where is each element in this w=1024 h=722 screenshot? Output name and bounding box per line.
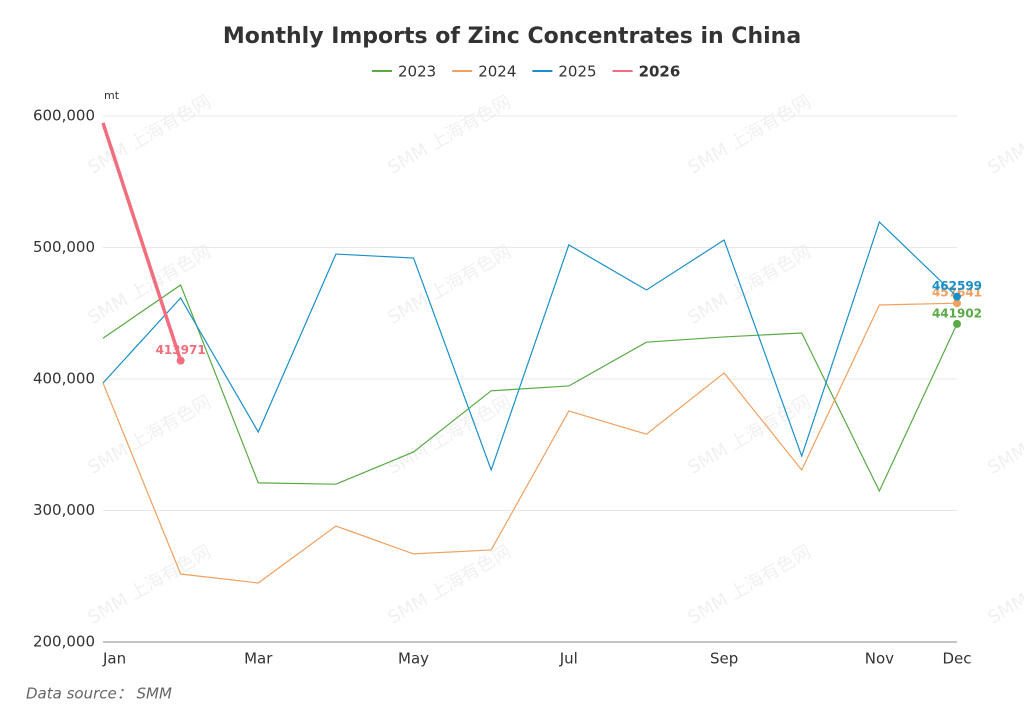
series-line — [102, 284, 958, 493]
end-point — [176, 356, 185, 365]
data-label: 413971 — [156, 343, 206, 357]
series-line — [102, 220, 958, 472]
watermark: SMM 上海有色网 — [685, 241, 815, 328]
y-tick-label: 200,000 — [33, 633, 95, 651]
x-tick-label: Dec — [942, 650, 971, 668]
series-line — [101, 122, 183, 362]
watermark: SMM 上海有色网 — [985, 541, 1024, 628]
y-unit: mt — [104, 89, 120, 102]
source: Data source： SMM — [26, 685, 172, 703]
watermark: SMM 上海有色网 — [85, 391, 215, 478]
x-tick-label: Jul — [559, 650, 578, 668]
watermark: SMM 上海有色网 — [385, 91, 515, 178]
end-point — [953, 299, 961, 308]
watermark: SMM 上海有色网 — [385, 391, 515, 478]
y-tick-label: 500,000 — [33, 238, 95, 256]
end-point — [953, 319, 961, 328]
series-line — [102, 302, 958, 584]
data-label: 441902 — [932, 306, 982, 320]
x-tick-label: Jan — [102, 650, 126, 668]
data-label: 462599 — [932, 279, 982, 293]
y-tick-label: 400,000 — [33, 370, 95, 388]
watermark: SMM 上海有色网 — [985, 91, 1024, 178]
watermark: SMM 上海有色网 — [685, 91, 815, 178]
x-tick-label: May — [398, 650, 429, 668]
x-tick-label: Sep — [710, 650, 738, 668]
watermark: SMM 上海有色网 — [85, 241, 215, 328]
watermark: SMM 上海有色网 — [985, 391, 1024, 478]
x-tick-label: Mar — [244, 650, 273, 668]
x-tick-label: Nov — [865, 650, 894, 668]
end-point — [953, 292, 961, 301]
chart-title: Monthly Imports of Zinc Concentrates in … — [223, 24, 801, 49]
legend-entry[interactable]: 2024 — [478, 63, 516, 81]
watermark: SMM 上海有色网 — [85, 91, 215, 178]
legend-entry[interactable]: 2023 — [398, 63, 436, 81]
watermarks: SMM 上海有色网 SMM 上海有色网 SMM 上海有色网 SMM 上海有色网 SMM … — [85, 91, 1024, 628]
y-tick-label: 600,000 — [33, 107, 95, 125]
watermark: SMM 上海有色网 — [385, 541, 515, 628]
watermark: SMM 上海有色网 — [385, 241, 515, 328]
y-tick-label: 300,000 — [33, 501, 95, 519]
watermark: SMM 上海有色网 — [85, 541, 215, 628]
legend-entry[interactable]: 2026 — [639, 63, 681, 81]
watermark: SMM 上海有色网 — [685, 541, 815, 628]
legend-entry[interactable]: 2025 — [558, 63, 596, 81]
